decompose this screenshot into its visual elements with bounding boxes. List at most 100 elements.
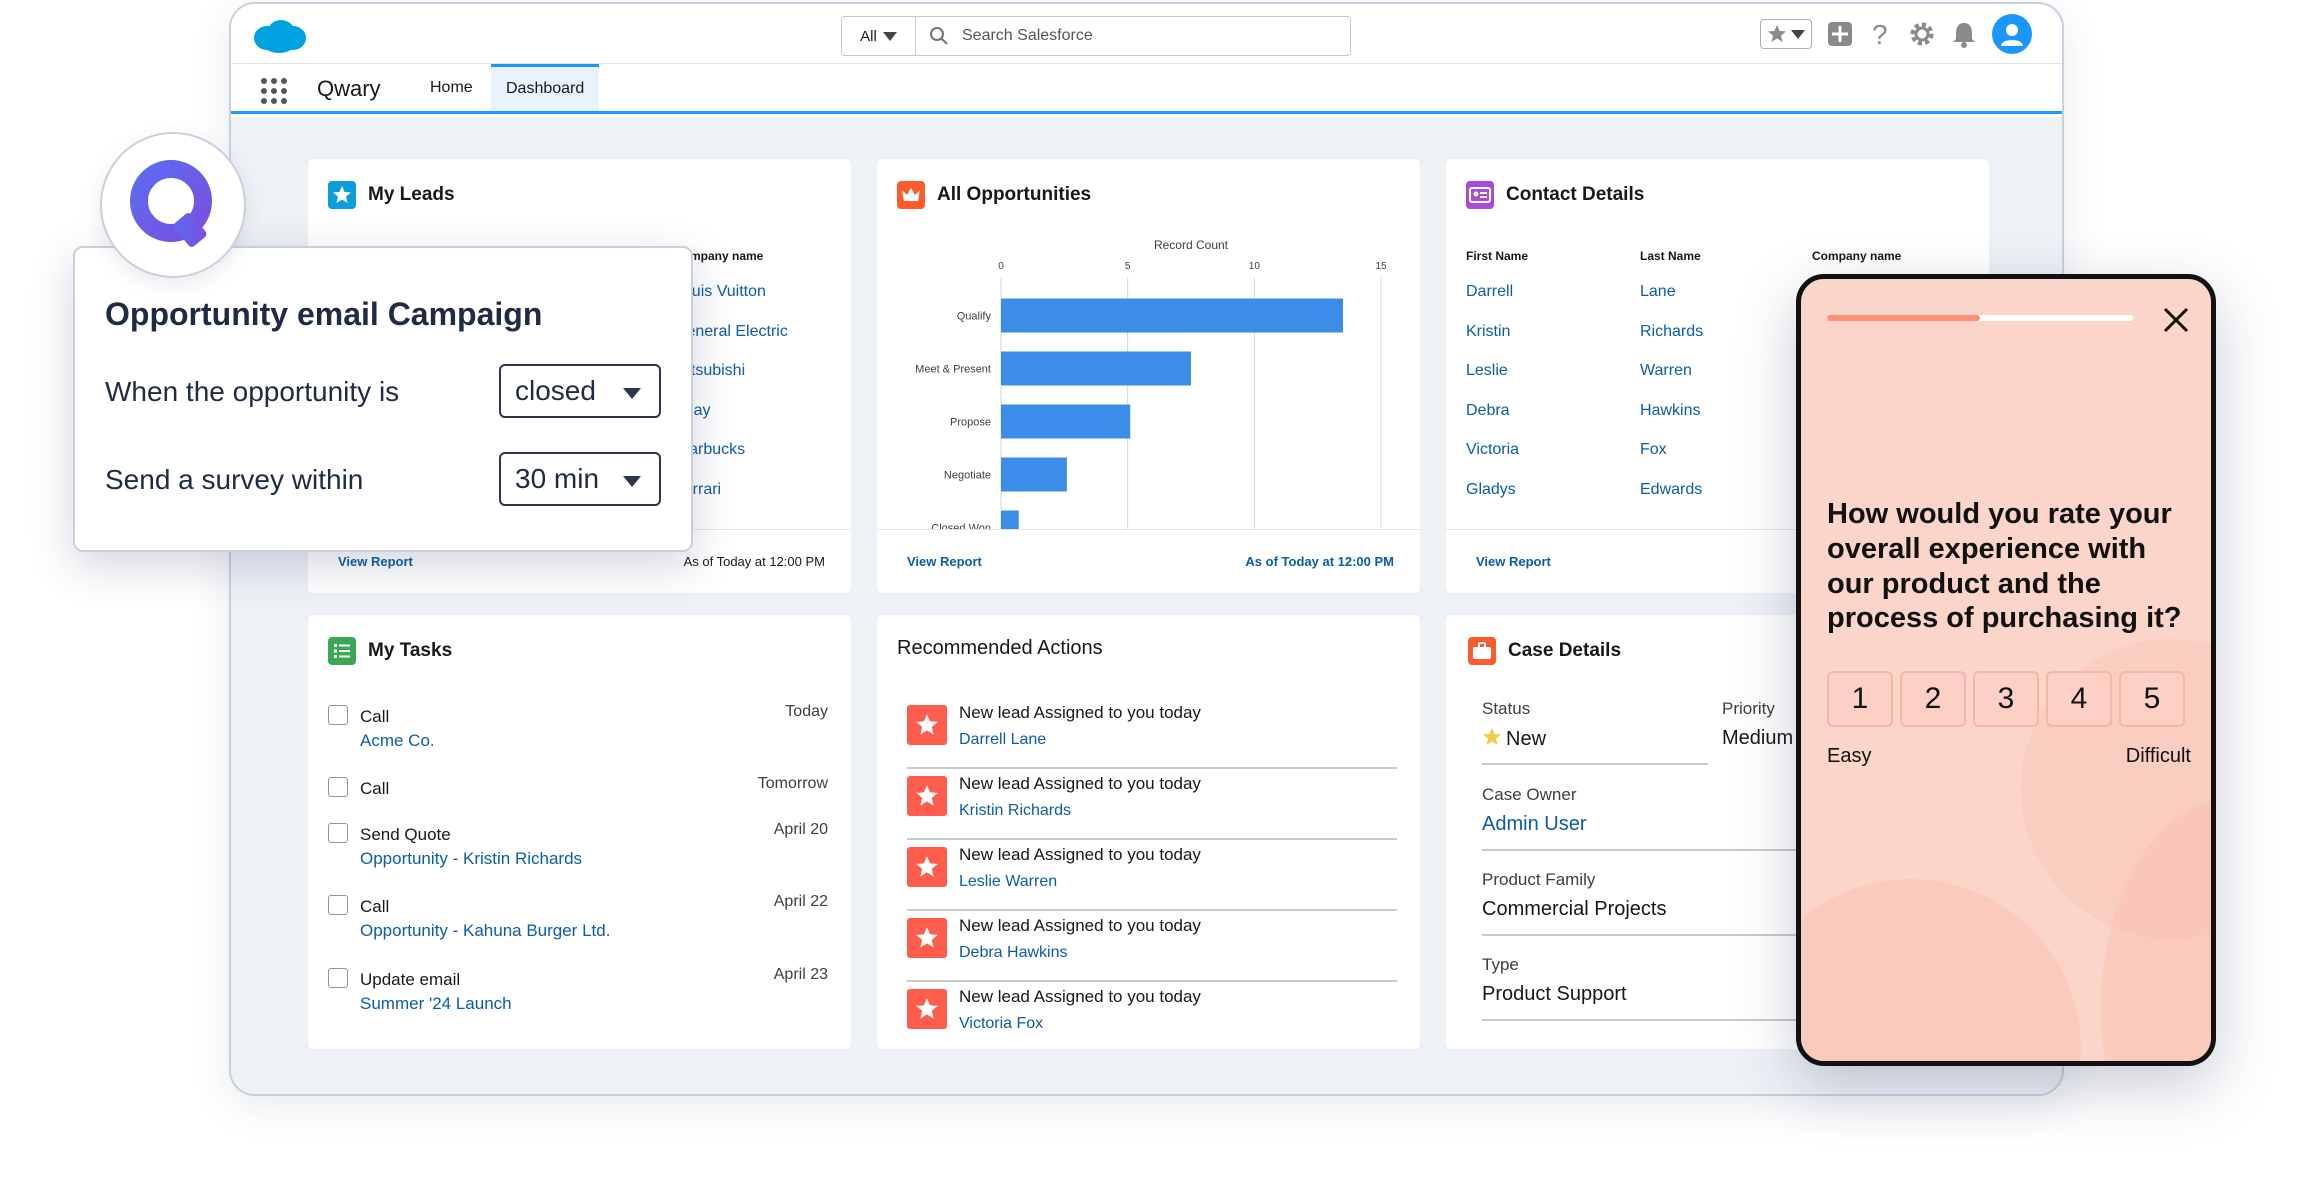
my-tasks-title: My Tasks (328, 637, 452, 665)
task-date: Tomorrow (757, 775, 828, 792)
lead-company[interactable]: General Electric (674, 323, 788, 340)
view-report-link[interactable]: View Report (1476, 554, 1551, 569)
product-family-label: Product Family (1482, 870, 1596, 889)
rating-option-2[interactable]: 2 (1900, 671, 1966, 727)
my-leads-heading: My Leads (368, 184, 455, 205)
priority-field: Priority Medium (1722, 699, 1793, 750)
view-report-link[interactable]: View Report (907, 554, 982, 569)
bar (1001, 404, 1131, 439)
survey-progress-fill (1827, 315, 1980, 321)
status-value: New (1482, 727, 1546, 751)
task-related-link[interactable]: Opportunity - Kahuna Burger Ltd. (360, 921, 611, 940)
recommended-action-link[interactable]: Leslie Warren (959, 873, 1058, 890)
x-tick-label: 10 (1249, 261, 1261, 272)
contact-first-name[interactable]: Kristin (1466, 323, 1511, 340)
recommended-action-text: New lead Assigned to you today (959, 774, 1201, 793)
close-icon[interactable] (2161, 305, 2191, 335)
contact-last-name[interactable]: Richards (1640, 323, 1704, 340)
bell-icon[interactable] (1950, 20, 1978, 48)
task-checkbox[interactable] (328, 895, 348, 915)
x-axis-title: Record Count (1154, 238, 1229, 252)
contact-first-name[interactable]: Darrell (1466, 283, 1514, 300)
rating-option-4[interactable]: 4 (2046, 671, 2112, 727)
contact-last-name[interactable]: Fox (1640, 441, 1667, 458)
type-field: Type Product Support (1482, 955, 1627, 1006)
category-label: Meet & Present (915, 364, 991, 376)
contact-first-name[interactable]: Gladys (1466, 481, 1516, 498)
contact-details-heading: Contact Details (1506, 184, 1645, 205)
all-opportunities-card: All Opportunities Record Count 0 5 10 15 Qual… (877, 159, 1420, 593)
recommended-action-link[interactable]: Victoria Fox (959, 1015, 1044, 1032)
contact-last-name[interactable]: Edwards (1640, 481, 1703, 498)
tab-home[interactable]: Home (430, 78, 473, 96)
contact-last-name[interactable]: Warren (1640, 362, 1692, 379)
task-checkbox[interactable] (328, 705, 348, 725)
bar (1001, 298, 1343, 333)
search-input[interactable] (962, 27, 1350, 45)
divider (1482, 934, 1882, 936)
rating-option-5[interactable]: 5 (2119, 671, 2185, 727)
recommended-action-link[interactable]: Darrell Lane (959, 731, 1047, 748)
rating-option-1[interactable]: 1 (1827, 671, 1893, 727)
contact-first-name[interactable]: Victoria (1466, 441, 1520, 458)
task-date: April 20 (773, 821, 828, 838)
case-owner-label: Case Owner (1482, 785, 1577, 804)
task-label: Call (360, 707, 390, 726)
opportunities-footer: View Report As of Today at 12:00 PM (877, 529, 1420, 593)
task-related-link[interactable]: Acme Co. (360, 731, 435, 750)
case-details-heading: Case Details (1508, 640, 1622, 661)
lead-icon (328, 181, 356, 209)
task-date: April 22 (773, 893, 828, 910)
help-icon[interactable]: ? (1868, 19, 1894, 49)
delay-label: Send a survey within (105, 464, 364, 495)
recommended-action-item[interactable]: New lead Assigned to you today Victoria … (907, 981, 1397, 1053)
rating-option-3[interactable]: 3 (1973, 671, 2039, 727)
task-checkbox[interactable] (328, 777, 348, 797)
type-label: Type (1482, 955, 1519, 974)
contact-first-name[interactable]: Debra (1466, 402, 1510, 419)
as-of-note: As of Today at 12:00 PM (1245, 554, 1394, 569)
salesforce-logo[interactable] (251, 18, 307, 54)
x-tick-label: 5 (1125, 261, 1131, 272)
tab-dashboard[interactable]: Dashboard (491, 64, 600, 111)
search-scope-select[interactable]: All (842, 17, 916, 55)
lead-company[interactable]: Louis Vuitton (674, 283, 766, 300)
contact-first-name[interactable]: Leslie (1466, 362, 1508, 379)
recommended-action-item[interactable]: New lead Assigned to you today Kristin R… (907, 768, 1397, 840)
task-checkbox[interactable] (328, 968, 348, 988)
recommended-action-item[interactable]: New lead Assigned to you today Darrell L… (907, 697, 1397, 769)
app-launcher-icon[interactable] (261, 78, 287, 104)
recommended-action-link[interactable]: Kristin Richards (959, 802, 1072, 819)
user-avatar[interactable] (1992, 14, 2032, 54)
category-label: Propose (950, 417, 991, 429)
priority-label: Priority (1722, 699, 1775, 718)
gear-icon[interactable] (1908, 20, 1936, 48)
favorites-button[interactable] (1760, 19, 1812, 49)
recommended-action-text: New lead Assigned to you today (959, 916, 1201, 935)
contact-last-name[interactable]: Lane (1640, 283, 1676, 300)
opportunity-status-select[interactable]: closed (499, 364, 661, 418)
contact-last-name[interactable]: Hawkins (1640, 402, 1701, 419)
task-label: Call (360, 779, 390, 798)
task-checkbox[interactable] (328, 823, 348, 843)
survey-progress-bar (1827, 315, 2133, 321)
recommended-action-item[interactable]: New lead Assigned to you today Debra Haw… (907, 910, 1397, 982)
task-list-icon (328, 637, 356, 665)
case-owner-link[interactable]: Admin User (1482, 813, 1587, 835)
recommended-action-item[interactable]: New lead Assigned to you today Leslie Wa… (907, 839, 1397, 911)
x-tick-label: 0 (998, 261, 1004, 272)
bar (1001, 351, 1191, 386)
add-icon[interactable] (1826, 20, 1854, 48)
lead-star-icon (907, 989, 947, 1029)
case-details-title: Case Details (1468, 637, 1621, 665)
task-label: Call (360, 897, 390, 916)
recommended-action-link[interactable]: Debra Hawkins (959, 944, 1068, 961)
task-related-link[interactable]: Opportunity - Kristin Richards (360, 849, 583, 868)
rating-scale: 1 2 3 4 5 (1827, 671, 2185, 727)
view-report-link[interactable]: View Report (338, 554, 413, 569)
category-label: Closed Won (931, 523, 991, 530)
user-icon (2001, 24, 2023, 46)
survey-delay-select[interactable]: 30 min (499, 452, 661, 506)
task-related-link[interactable]: Summer '24 Launch (360, 994, 512, 1013)
status-field: Status New (1482, 699, 1546, 751)
